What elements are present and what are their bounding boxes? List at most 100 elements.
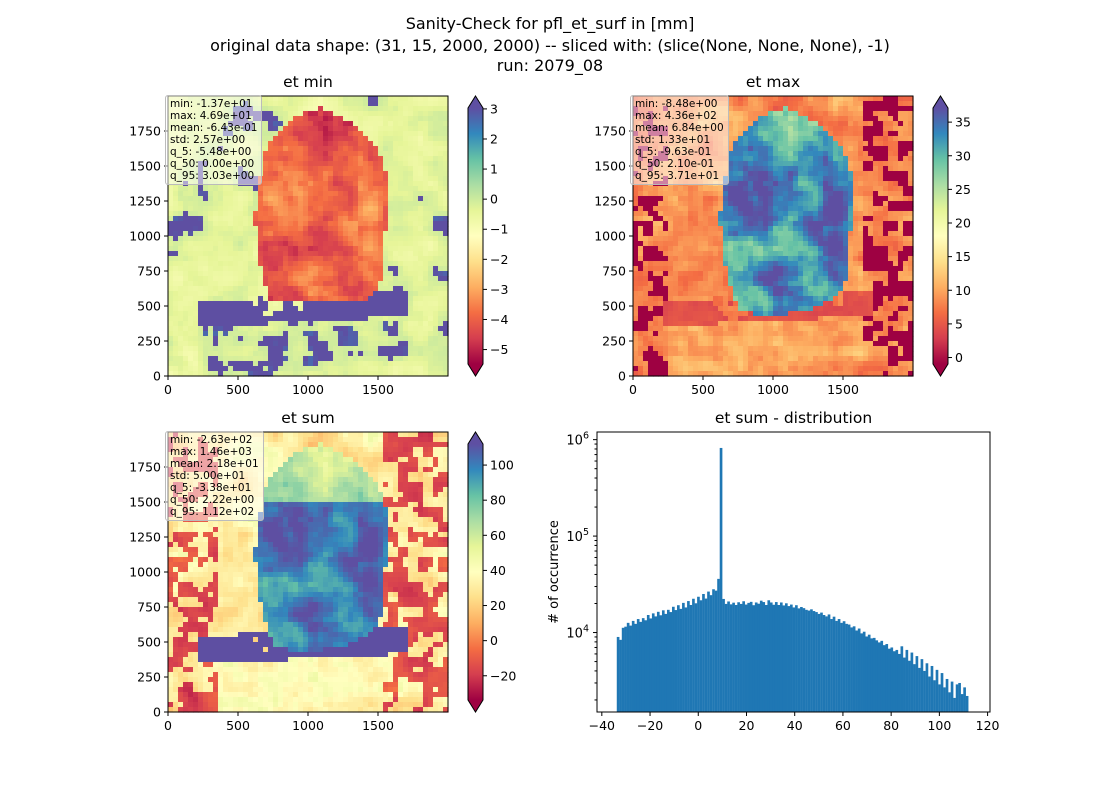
heatmap-cell: [363, 226, 369, 232]
y-tick-label: 250: [137, 334, 161, 349]
heatmap-cell: [813, 251, 819, 257]
heatmap-cell: [803, 216, 809, 222]
heatmap-cell: [418, 281, 424, 287]
heatmap-cell: [328, 206, 334, 212]
heatmap-cell: [898, 146, 904, 152]
heatmap-cell: [368, 196, 374, 202]
heatmap-cell: [708, 216, 714, 222]
heatmap-cell: [888, 156, 894, 162]
heatmap-cell: [333, 116, 339, 122]
heatmap-cell: [378, 186, 384, 192]
heatmap-cell: [243, 341, 249, 347]
heatmap-cell: [298, 201, 304, 207]
heatmap-cell: [208, 211, 214, 217]
heatmap-cell: [728, 191, 734, 197]
heatmap-cell: [223, 191, 229, 197]
heatmap-cell: [308, 326, 314, 332]
heatmap-cell: [408, 261, 414, 267]
heatmap-cell: [323, 276, 329, 282]
heatmap-cell: [208, 316, 214, 322]
heatmap-cell: [783, 206, 789, 212]
heatmap-cell: [898, 186, 904, 192]
heatmap-cell: [883, 226, 889, 232]
heatmap-cell: [823, 226, 829, 232]
heatmap-cell: [203, 311, 209, 317]
heatmap-cell: [898, 226, 904, 232]
heatmap-cell: [243, 226, 249, 232]
heatmap-cell: [803, 136, 809, 142]
heatmap-cell: [348, 121, 354, 127]
heatmap-cell: [323, 166, 329, 172]
heatmap-cell: [313, 96, 319, 102]
heatmap-cell: [418, 186, 424, 192]
heatmap-cell: [303, 291, 309, 297]
heatmap-cell: [818, 156, 824, 162]
heatmap-cell: [333, 286, 339, 292]
heatmap-cell: [238, 246, 244, 252]
heatmap-cell: [308, 191, 314, 197]
heatmap-cell: [293, 276, 299, 282]
heatmap-cell: [168, 246, 174, 252]
heatmap-cell: [418, 291, 424, 297]
heatmap-cell: [853, 151, 859, 157]
heatmap-cell: [773, 176, 779, 182]
heatmap-cell: [848, 196, 854, 202]
heatmap-cell: [828, 101, 834, 107]
heatmap-cell: [178, 186, 184, 192]
heatmap-cell: [273, 161, 279, 167]
heatmap-cell: [398, 286, 404, 292]
heatmap-cell: [283, 336, 289, 342]
heatmap-cell: [778, 151, 784, 157]
heatmap-cell: [653, 206, 659, 212]
heatmap-cell: [238, 251, 244, 257]
heatmap-cell: [758, 201, 764, 207]
heatmap-cell: [788, 246, 794, 252]
heatmap-cell: [283, 246, 289, 252]
heatmap-cell: [373, 331, 379, 337]
heatmap-cell: [273, 346, 279, 352]
heatmap-cell: [208, 311, 214, 317]
heatmap-cell: [278, 296, 284, 302]
heatmap-cell: [773, 226, 779, 232]
heatmap-cell: [838, 236, 844, 242]
heatmap-cell: [363, 221, 369, 227]
heatmap-cell: [328, 101, 334, 107]
heatmap-cell: [438, 246, 444, 252]
heatmap-cell: [343, 231, 349, 237]
heatmap-cell: [378, 371, 384, 377]
heatmap-cell: [878, 131, 884, 137]
heatmap-cell: [403, 296, 409, 302]
heatmap-cell: [168, 201, 174, 207]
heatmap-cell: [878, 101, 884, 107]
heatmap-cell: [868, 171, 874, 177]
heatmap-cell: [258, 246, 264, 252]
heatmap-cell: [708, 206, 714, 212]
heatmap-cell: [288, 256, 294, 262]
heatmap-cell: [358, 146, 364, 152]
heatmap-cell: [328, 141, 334, 147]
heatmap-cell: [428, 311, 434, 317]
heatmap-cell: [393, 96, 399, 102]
heatmap-cell: [718, 241, 724, 247]
heatmap-cell: [438, 126, 444, 132]
heatmap-cell: [423, 346, 429, 352]
heatmap-cell: [333, 316, 339, 322]
heatmap-cell: [883, 171, 889, 177]
heatmap-cell: [363, 311, 369, 317]
heatmap-cell: [413, 341, 419, 347]
heatmap-cell: [408, 291, 414, 297]
heatmap-cell: [203, 351, 209, 357]
heatmap-cell: [288, 316, 294, 322]
heatmap-cell: [293, 366, 299, 372]
heatmap-cell: [218, 266, 224, 272]
heatmap-cell: [288, 206, 294, 212]
heatmap-cell: [338, 121, 344, 127]
heatmap-cell: [398, 181, 404, 187]
heatmap-cell: [363, 281, 369, 287]
heatmap-cell: [268, 241, 274, 247]
heatmap-cell: [373, 171, 379, 177]
heatmap-cell: [383, 276, 389, 282]
heatmap-cell: [763, 231, 769, 237]
heatmap-cell: [393, 296, 399, 302]
heatmap-cell: [213, 206, 219, 212]
